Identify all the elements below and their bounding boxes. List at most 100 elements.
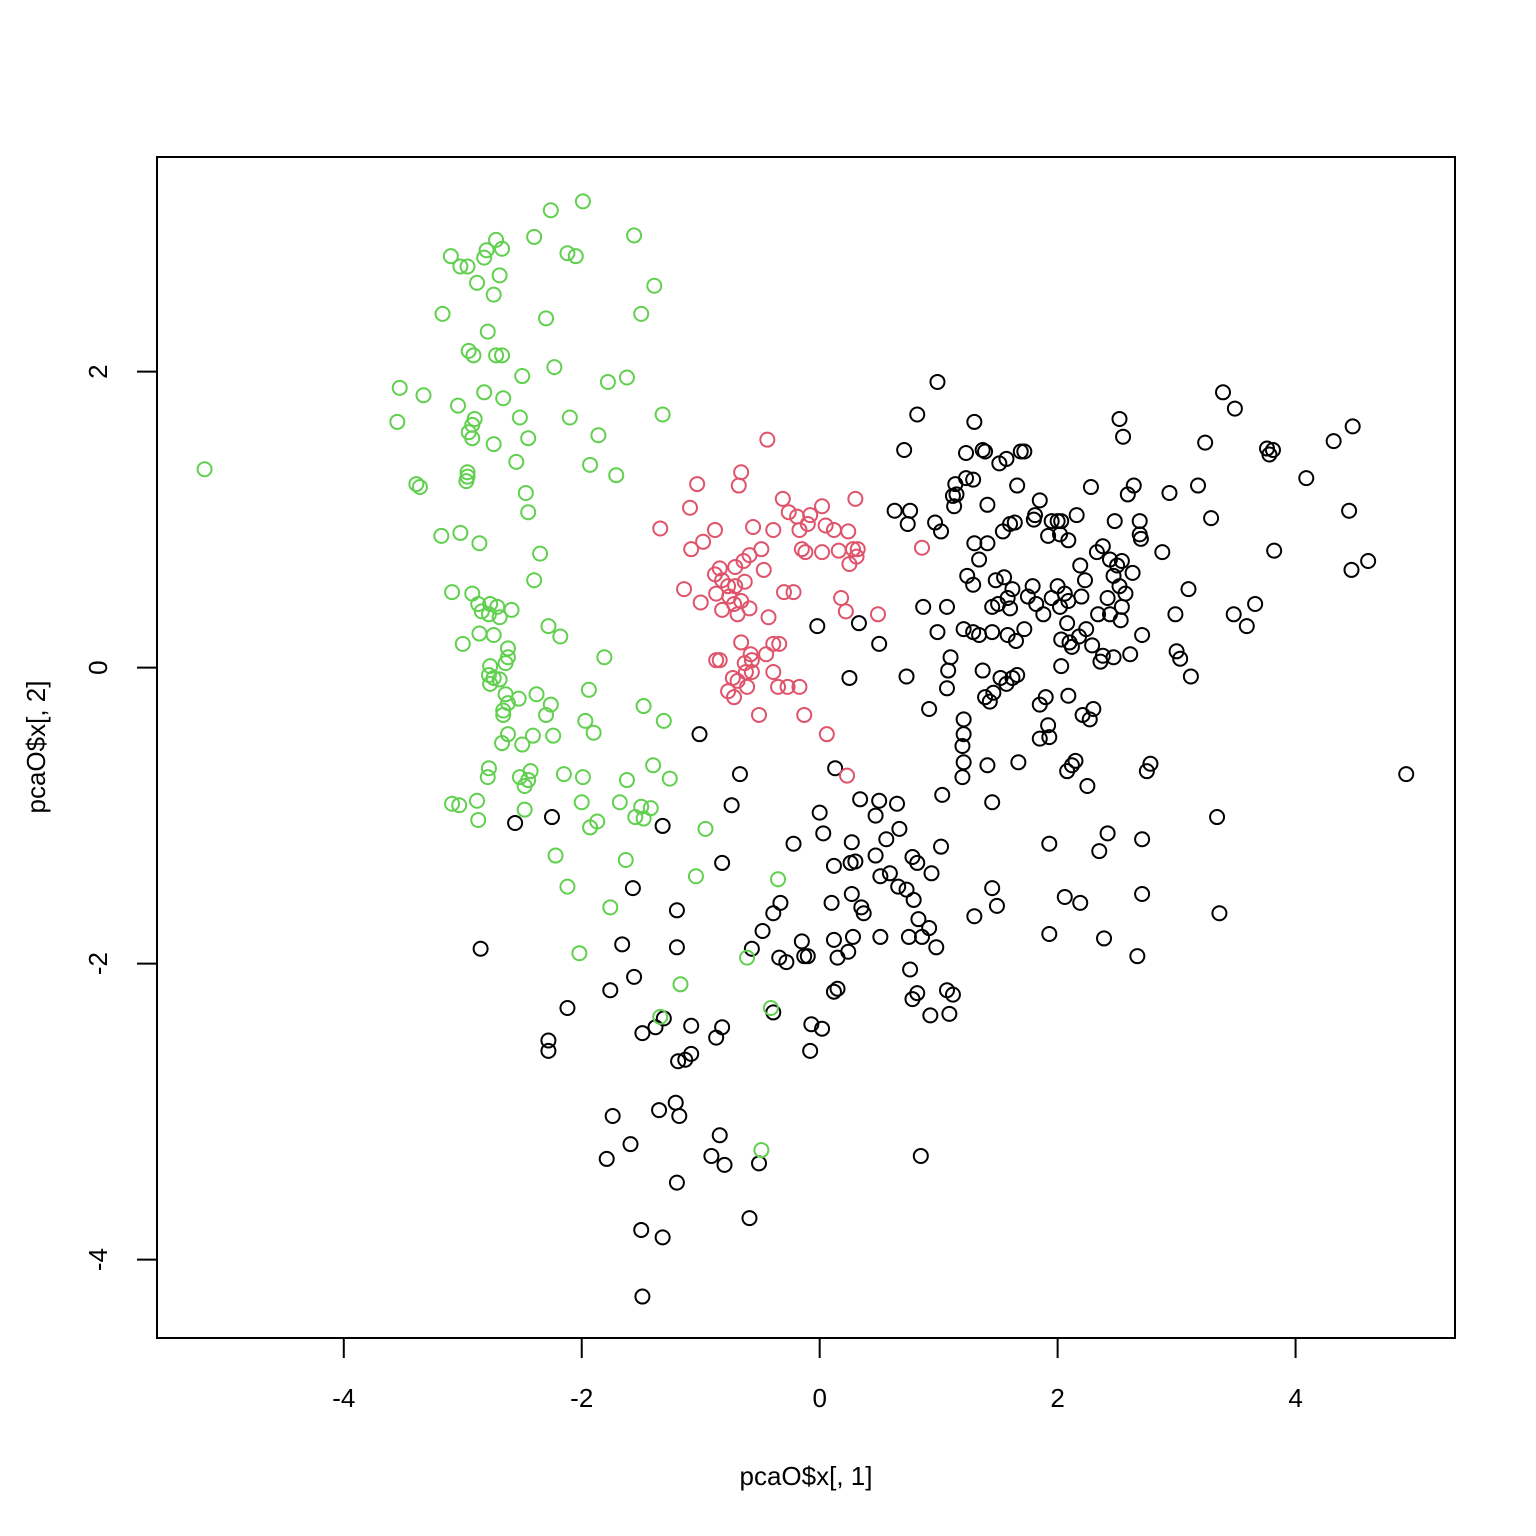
point bbox=[497, 655, 514, 672]
point bbox=[540, 1032, 557, 1049]
point bbox=[391, 379, 408, 396]
point bbox=[511, 409, 528, 426]
point bbox=[765, 905, 782, 922]
point bbox=[839, 767, 856, 784]
point bbox=[1091, 843, 1108, 860]
point bbox=[711, 1127, 728, 1144]
point bbox=[898, 881, 915, 898]
point bbox=[714, 1019, 731, 1036]
point bbox=[977, 443, 994, 460]
point bbox=[830, 542, 847, 559]
point bbox=[770, 678, 787, 695]
point bbox=[633, 1221, 650, 1238]
point bbox=[872, 868, 889, 885]
point bbox=[1040, 527, 1057, 544]
point bbox=[1344, 418, 1361, 435]
point bbox=[464, 430, 481, 447]
point bbox=[965, 576, 982, 593]
point bbox=[559, 878, 576, 895]
point bbox=[841, 669, 858, 686]
point bbox=[791, 521, 808, 538]
point bbox=[754, 923, 771, 940]
point bbox=[546, 359, 563, 376]
point bbox=[1238, 618, 1255, 635]
point bbox=[543, 809, 560, 826]
y-tick-label: -2 bbox=[83, 952, 113, 975]
point bbox=[987, 572, 1004, 589]
point bbox=[955, 726, 972, 743]
point bbox=[538, 706, 555, 723]
point bbox=[651, 1102, 668, 1119]
point bbox=[890, 878, 907, 895]
point bbox=[478, 242, 495, 259]
point bbox=[751, 1155, 768, 1172]
point bbox=[793, 541, 810, 558]
point bbox=[1124, 564, 1141, 581]
point bbox=[451, 797, 468, 814]
point bbox=[811, 804, 828, 821]
point bbox=[411, 479, 428, 496]
point bbox=[998, 450, 1015, 467]
point bbox=[955, 754, 972, 771]
point bbox=[1073, 588, 1090, 605]
point bbox=[840, 523, 857, 540]
point bbox=[408, 476, 425, 493]
point bbox=[580, 681, 597, 698]
point bbox=[459, 464, 476, 481]
point bbox=[999, 590, 1016, 607]
point bbox=[473, 603, 490, 620]
point bbox=[1031, 492, 1048, 509]
point bbox=[1125, 477, 1142, 494]
point bbox=[965, 471, 982, 488]
point bbox=[1060, 532, 1077, 549]
point bbox=[775, 584, 792, 601]
point bbox=[844, 928, 861, 945]
point bbox=[634, 1288, 651, 1305]
point bbox=[1094, 538, 1111, 555]
point bbox=[1161, 484, 1178, 501]
point bbox=[444, 584, 461, 601]
point bbox=[514, 736, 531, 753]
point bbox=[933, 523, 950, 540]
point bbox=[899, 516, 916, 533]
point bbox=[1168, 643, 1185, 660]
point bbox=[1041, 729, 1058, 746]
point bbox=[1035, 606, 1052, 623]
point bbox=[928, 939, 945, 956]
point bbox=[1092, 653, 1109, 670]
point bbox=[706, 521, 723, 538]
point bbox=[433, 527, 450, 544]
point bbox=[1041, 835, 1058, 852]
point bbox=[833, 590, 850, 607]
point bbox=[1099, 825, 1116, 842]
point bbox=[1028, 595, 1045, 612]
point bbox=[577, 712, 594, 729]
point bbox=[966, 908, 983, 925]
point bbox=[494, 347, 511, 364]
point bbox=[909, 854, 926, 871]
point bbox=[829, 949, 846, 966]
point bbox=[1154, 544, 1171, 561]
point bbox=[574, 193, 591, 210]
point bbox=[913, 928, 930, 945]
point bbox=[1398, 766, 1415, 783]
point bbox=[1084, 637, 1101, 654]
point bbox=[902, 502, 919, 519]
point bbox=[796, 706, 813, 723]
point bbox=[770, 871, 787, 888]
point bbox=[692, 594, 709, 611]
point bbox=[855, 905, 872, 922]
point bbox=[652, 520, 669, 537]
point bbox=[886, 502, 903, 519]
point bbox=[745, 518, 762, 535]
point bbox=[668, 1174, 685, 1191]
point bbox=[871, 635, 888, 652]
point bbox=[825, 521, 842, 538]
point bbox=[655, 712, 672, 729]
point bbox=[1040, 717, 1057, 734]
point bbox=[898, 668, 915, 685]
point bbox=[759, 431, 776, 448]
point bbox=[571, 945, 588, 962]
point bbox=[540, 1042, 557, 1059]
point bbox=[499, 640, 516, 657]
